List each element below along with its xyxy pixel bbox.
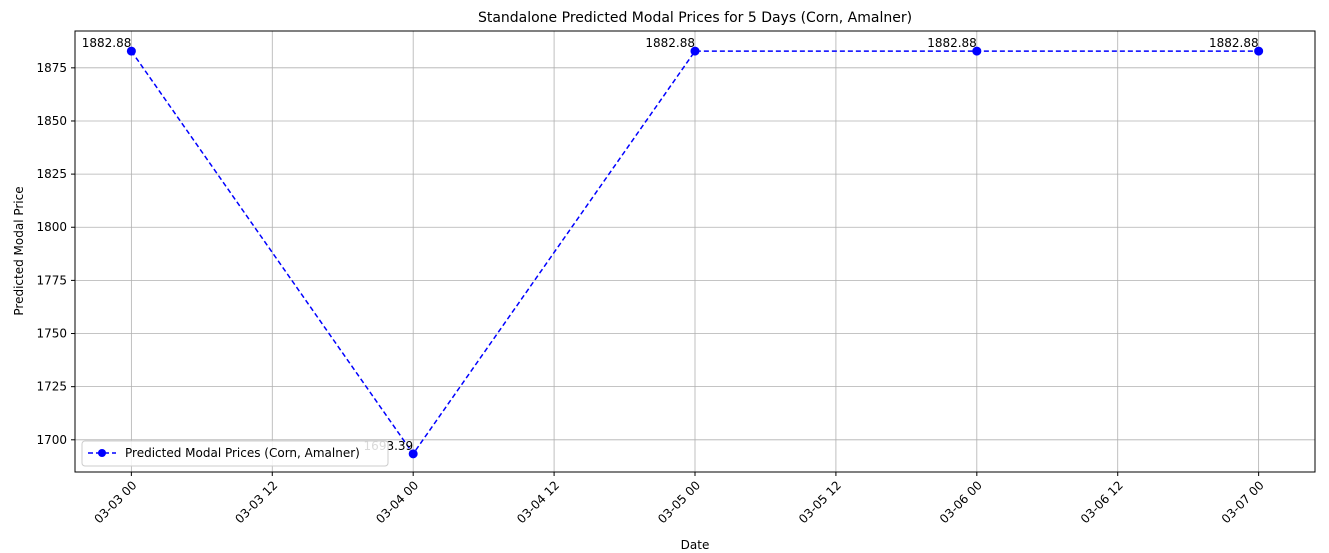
- x-tick-label: 03-05 00: [655, 478, 703, 526]
- legend-label: Predicted Modal Prices (Corn, Amalner): [125, 446, 360, 460]
- legend-marker: [98, 449, 106, 457]
- y-tick-label: 1775: [36, 273, 67, 287]
- x-tick-label: 03-04 00: [373, 478, 421, 526]
- data-point: [1254, 46, 1264, 56]
- x-tick-label: 03-05 12: [796, 478, 844, 526]
- x-tick-label: 03-06 00: [937, 478, 985, 526]
- x-tick-label: 03-04 12: [514, 478, 562, 526]
- data-label: 1882.88: [1209, 36, 1259, 50]
- legend-box: [81, 440, 389, 467]
- data-label: 1882.88: [82, 36, 132, 50]
- x-tick-label: 03-03 00: [91, 478, 139, 526]
- x-axis-label: Date: [681, 538, 710, 552]
- y-tick-label: 1725: [36, 380, 67, 394]
- data-label: 1882.88: [645, 36, 695, 50]
- grid: [75, 31, 1315, 472]
- x-tick-label: 03-07 00: [1219, 478, 1267, 526]
- y-tick-label: 1850: [36, 114, 67, 128]
- y-tick-label: 1800: [36, 220, 67, 234]
- data-point: [972, 46, 982, 56]
- y-tick-label: 1700: [36, 433, 67, 447]
- y-tick-label: 1825: [36, 167, 67, 181]
- chart-title: Standalone Predicted Modal Prices for 5 …: [478, 10, 912, 26]
- data-point: [408, 449, 418, 459]
- y-axis-label: Predicted Modal Price: [12, 186, 26, 315]
- data-label: 1882.88: [927, 36, 977, 50]
- x-tick-label: 03-03 12: [232, 478, 280, 526]
- data-point: [690, 46, 700, 56]
- y-tick-label: 1750: [36, 327, 67, 341]
- legend: Predicted Modal Prices (Corn, Amalner): [81, 440, 389, 467]
- plot-frame: [74, 30, 1316, 473]
- x-tick-label: 03-06 12: [1078, 478, 1126, 526]
- data-point: [126, 46, 136, 56]
- y-tick-label: 1875: [36, 61, 67, 75]
